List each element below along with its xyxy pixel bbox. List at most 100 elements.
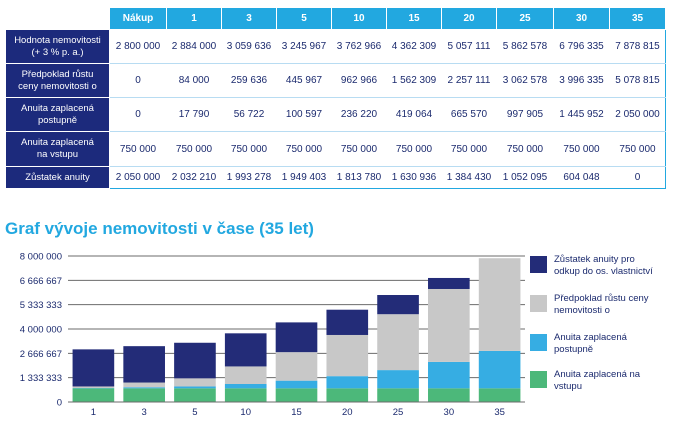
bar-segment: [428, 288, 470, 362]
table-header-cell: 15: [386, 7, 442, 30]
table-cell: 6 796 335: [553, 29, 610, 64]
bar-segment: [377, 295, 419, 315]
table-row-annuity-gradual: Anuita zaplacená postupně 0 17 790 56 722…: [5, 97, 666, 132]
legend-label: Zůstatek anuity pro odkup do os. vlastnic…: [554, 254, 685, 278]
bar-segment: [275, 388, 318, 402]
table-cell: 750 000: [331, 131, 387, 167]
legend-label-line: postupně: [554, 344, 594, 355]
table-cell: 84 000: [166, 63, 222, 98]
row-label-line: Předpoklad růstu: [21, 68, 94, 80]
table-cell: 1 445 952: [553, 97, 610, 132]
row-label-line: (+ 3 % p. a.): [31, 46, 84, 58]
table-cell: 750 000: [553, 131, 610, 167]
legend-label-line: odkup do os. vlastnictví: [554, 266, 653, 277]
table-cell: 3 059 636: [221, 29, 277, 64]
bar-segment: [377, 314, 419, 371]
table-cell: 1 993 278: [221, 166, 277, 189]
table-cell: 750 000: [386, 131, 442, 167]
table-cell: 5 862 578: [496, 29, 554, 64]
x-tick-label: 30: [444, 407, 455, 418]
table-header-cell: 35: [609, 7, 666, 30]
table-cell: 750 000: [441, 131, 497, 167]
stacked-bar-chart: 0 1 333 333 2 666 667 4 000 000 5 333 333 6 6…: [20, 252, 525, 418]
y-tick-label: 2 666 667: [20, 349, 62, 360]
table-cell: 2 032 210: [166, 166, 222, 189]
bar-segment: [224, 333, 267, 367]
table-cell: 750 000: [166, 131, 222, 167]
legend-label-line: Zůstatek anuity pro: [554, 254, 635, 265]
legend-label: Anuita zaplacená na vstupu: [554, 369, 685, 393]
table-cell: 2 884 000: [166, 29, 222, 64]
bar-segment: [428, 388, 470, 402]
row-label-line: Anuita zaplacená: [21, 102, 94, 114]
bar-segment: [72, 386, 115, 388]
bar-segment: [275, 352, 318, 381]
x-tick-label: 3: [142, 407, 147, 418]
table-cell: 3 762 966: [331, 29, 387, 64]
legend-label: Předpoklad růstu ceny nemovitosti o: [554, 293, 685, 317]
table-cell: 604 048: [553, 166, 610, 189]
y-tick-label: 4 000 000: [20, 325, 62, 336]
table-row-property-value: Hodnota nemovitosti (+ 3 % p. a.) 2 800 0…: [5, 29, 666, 64]
x-tick-label: 35: [494, 407, 505, 418]
table-cell: 3 062 578: [496, 63, 554, 98]
table-cell: 4 362 309: [386, 29, 442, 64]
table-cell: 236 220: [331, 97, 387, 132]
table-cell: 7 878 815: [609, 29, 666, 64]
table-header-cell: 25: [496, 7, 554, 30]
table-cell: 1 052 095: [496, 166, 554, 189]
x-tick-label: 25: [393, 407, 404, 418]
bar-segment: [72, 349, 115, 387]
bar-segment: [123, 346, 165, 383]
table-cell: 2 050 000: [109, 166, 167, 189]
table-cell: 2 800 000: [109, 29, 167, 64]
bar-segment: [224, 388, 267, 402]
bar-segment: [478, 350, 521, 389]
x-tick-label: 10: [240, 407, 251, 418]
legend-label-line: nemovitosti o: [554, 305, 610, 316]
table-cell: 0: [109, 63, 167, 98]
y-tick-label: 6 666 667: [20, 276, 62, 287]
row-label-line: postupně: [37, 114, 78, 126]
bar-segment: [478, 388, 521, 402]
table-cell: 5 057 111: [441, 29, 497, 64]
table-cell: 0: [109, 97, 167, 132]
bar-segment: [377, 388, 419, 402]
legend-label-line: Anuita zaplacená: [554, 332, 627, 343]
legend-label-line: vstupu: [554, 381, 582, 392]
bar-segment: [174, 342, 216, 379]
bar-segment: [326, 388, 369, 402]
table-row-annuity-upfront: Anuita zaplacená na vstupu 750 000 750 00…: [5, 131, 666, 167]
row-label-line: ceny nemovitosti o: [18, 80, 97, 92]
table-cell: 1 562 309: [386, 63, 442, 98]
table-cell: 3 245 967: [276, 29, 332, 64]
row-label: Hodnota nemovitosti (+ 3 % p. a.): [5, 29, 110, 64]
x-tick-label: 5: [192, 407, 197, 418]
table-header-cell: 5: [276, 7, 332, 30]
table-cell: 2 050 000: [609, 97, 666, 132]
table-cell: 750 000: [221, 131, 277, 167]
y-tick-label: 5 333 333: [20, 300, 62, 311]
table-cell: 750 000: [609, 131, 666, 167]
bar-segment: [326, 376, 369, 389]
table-row-growth: Předpoklad růstu ceny nemovitosti o 0 84 …: [5, 63, 666, 98]
legend-swatch: [530, 334, 547, 351]
table-cell: 1 384 430: [441, 166, 497, 189]
table-cell: 1 813 780: [331, 166, 387, 189]
table-header-corner: [5, 7, 110, 30]
row-label-line: Hodnota nemovitosti: [14, 34, 101, 46]
table-header-cell: 3: [221, 7, 277, 30]
y-tick-label: 1 333 333: [20, 373, 62, 384]
x-tick-label: 20: [342, 407, 353, 418]
table-header-cell: 1: [166, 7, 222, 30]
x-tick-label: 1: [91, 407, 96, 418]
table-cell: 100 597: [276, 97, 332, 132]
table-cell: 3 996 335: [553, 63, 610, 98]
table-cell: 750 000: [276, 131, 332, 167]
row-label-line: Zůstatek anuity: [25, 171, 90, 183]
legend-swatch: [530, 256, 547, 273]
bar-segment: [326, 309, 369, 335]
bar-segment: [174, 378, 216, 387]
legend-swatch: [530, 295, 547, 312]
bar-segment: [428, 361, 470, 389]
